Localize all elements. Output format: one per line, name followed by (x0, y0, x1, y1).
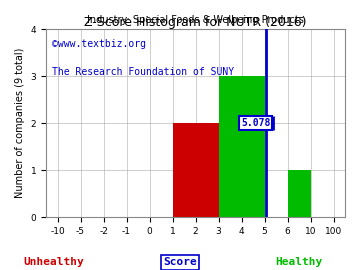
Bar (219, 76, 265, 217)
Y-axis label: Number of companies (9 total): Number of companies (9 total) (15, 48, 25, 198)
Text: Healthy: Healthy (275, 257, 323, 267)
Text: Unhealthy: Unhealthy (24, 257, 84, 267)
Bar (172, 123, 219, 217)
Bar (288, 170, 311, 217)
Text: 5.078: 5.078 (241, 118, 270, 128)
Text: ©www.textbiz.org: ©www.textbiz.org (52, 39, 146, 49)
Title: Z-Score Histogram for NUTR (2016): Z-Score Histogram for NUTR (2016) (84, 16, 307, 29)
Text: Score: Score (163, 257, 197, 267)
Text: The Research Foundation of SUNY: The Research Foundation of SUNY (52, 67, 234, 77)
Text: Industry: Special Foods & Welbeing Products: Industry: Special Foods & Welbeing Produ… (87, 15, 304, 25)
